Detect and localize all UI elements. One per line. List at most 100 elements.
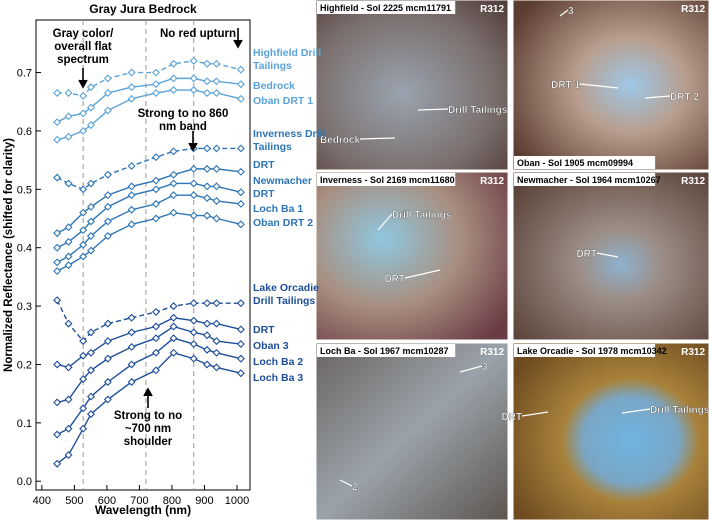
- data-point: [152, 176, 160, 185]
- data-point: [169, 302, 178, 311]
- panel-title-bg: [514, 156, 656, 169]
- data-point: [86, 217, 95, 226]
- data-point: [169, 74, 178, 83]
- panel-label: 2: [352, 482, 358, 493]
- panel-title-bg: [317, 173, 456, 186]
- panel-title: Oban - Sol 1905 mcm09994: [517, 158, 633, 168]
- data-point: [203, 345, 212, 354]
- arrowhead: [188, 142, 198, 152]
- annotation-arrows: [78, 28, 243, 408]
- panel-title-bg: [514, 173, 656, 186]
- panel-title: Loch Ba - Sol 1967 mcm10287: [320, 346, 449, 356]
- data-point: [86, 246, 95, 255]
- data-point: [64, 223, 73, 232]
- arrowhead: [233, 39, 243, 49]
- data-point: [103, 106, 112, 115]
- data-point: [53, 360, 62, 369]
- data-point: [53, 118, 62, 127]
- data-point: [53, 398, 62, 407]
- data-point: [53, 258, 62, 267]
- data-point: [103, 202, 112, 211]
- panel-arrow: [417, 108, 449, 111]
- x-axis-title: Wavelength (nm): [95, 503, 191, 517]
- data-point: [103, 74, 112, 83]
- y-tick-label: 0.1: [17, 418, 32, 430]
- panel-arrow: [621, 408, 651, 414]
- data-point: [79, 109, 88, 118]
- panel-tag: R312: [681, 347, 705, 358]
- data-point: [212, 164, 221, 173]
- data-point: [79, 424, 88, 433]
- panel-arrow: [359, 137, 396, 140]
- series-label: Oban DRT 1: [253, 95, 314, 107]
- data-point: [86, 103, 95, 112]
- panel-label: DRT: [384, 274, 405, 285]
- series-label: Oban DRT 2: [253, 217, 314, 229]
- data-point: [212, 299, 221, 308]
- data-point: [152, 153, 160, 162]
- data-point: [236, 65, 245, 74]
- panel-label: DRT: [576, 249, 597, 260]
- data-point: [86, 392, 95, 401]
- y-tick-label: 0.6: [17, 126, 32, 138]
- data-point: [203, 77, 212, 86]
- data-point: [189, 74, 198, 83]
- data-point: [152, 89, 160, 97]
- data-point: [79, 252, 88, 261]
- panel-arrow: [644, 95, 671, 99]
- data-point: [212, 348, 221, 357]
- annotation: Gray color/ overall flat spectrum: [52, 28, 114, 66]
- series-label: Lake Orcadie Drill Tailings: [253, 282, 319, 307]
- data-point: [189, 179, 198, 188]
- data-point: [169, 322, 178, 331]
- data-point: [103, 232, 112, 241]
- data-point: [79, 126, 88, 135]
- data-point: [64, 424, 73, 433]
- panel-image: [315, 342, 509, 520]
- panel-title: Newmacher - Sol 1964 mcm10267: [517, 175, 661, 185]
- data-point: [86, 179, 95, 188]
- data-point: [203, 59, 212, 68]
- data-point: [169, 348, 178, 357]
- data-point: [127, 313, 136, 322]
- data-point: [64, 89, 73, 97]
- data-point: [79, 226, 88, 235]
- data-point: [86, 83, 95, 92]
- data-point: [152, 214, 160, 223]
- data-point: [86, 232, 95, 241]
- data-point: [236, 340, 245, 349]
- data-point: [152, 322, 160, 331]
- panel-tag: R312: [681, 4, 705, 15]
- data-point: [169, 334, 178, 343]
- data-point: [189, 299, 198, 308]
- data-point: [189, 328, 198, 337]
- data-point: [189, 191, 198, 200]
- data-point: [203, 360, 212, 369]
- data-point: [127, 360, 136, 369]
- data-point: [103, 337, 112, 346]
- series-label: Oban 3: [253, 340, 289, 352]
- panel-label: DRT 1: [551, 80, 580, 91]
- data-point: [169, 59, 178, 68]
- data-point: [86, 121, 95, 130]
- data-point: [127, 205, 136, 214]
- panel-tag: R312: [681, 176, 705, 187]
- data-point: [169, 170, 178, 179]
- series-label: Newmacher DRT: [253, 175, 312, 200]
- panel-tag: R312: [480, 347, 504, 358]
- data-point: [236, 369, 245, 378]
- data-point: [169, 191, 178, 200]
- data-point: [79, 185, 88, 194]
- panel-image: [315, 0, 509, 171]
- data-point: [86, 366, 95, 375]
- data-point: [86, 348, 95, 357]
- data-point: [189, 56, 198, 65]
- data-point: [53, 89, 62, 97]
- data-point: [212, 59, 221, 68]
- data-point: [212, 77, 221, 86]
- data-point: [127, 378, 136, 386]
- data-point: [127, 191, 136, 200]
- data-point: [203, 211, 212, 220]
- data-point: [203, 89, 212, 97]
